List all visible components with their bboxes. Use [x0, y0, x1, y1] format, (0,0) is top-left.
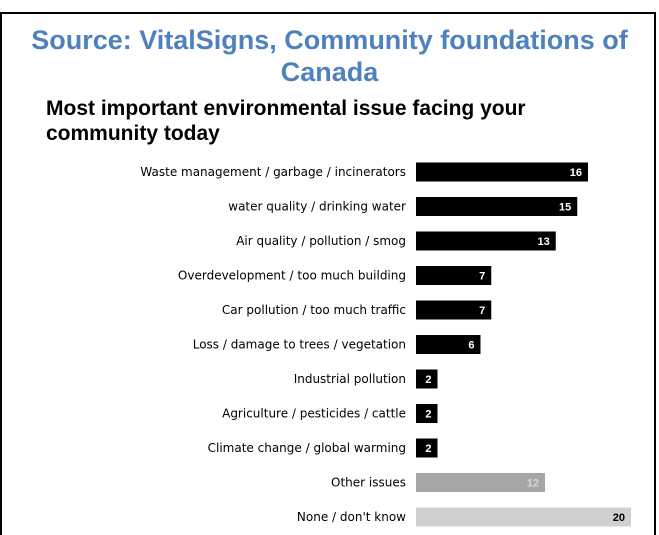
category-label: water quality / drinking water — [228, 200, 406, 214]
bar — [416, 335, 481, 354]
category-label: Car pollution / too much traffic — [222, 303, 406, 317]
value-label: 2 — [425, 374, 431, 386]
frame-left-edge — [0, 12, 2, 535]
bar — [416, 266, 492, 285]
value-label: 7 — [479, 305, 485, 317]
value-label: 12 — [527, 478, 539, 490]
source-caption: Source: VitalSigns, Community foundation… — [31, 25, 628, 87]
category-label: None / don't know — [297, 510, 406, 524]
value-label: 6 — [468, 340, 474, 352]
category-label: Waste management / garbage / incinerator… — [140, 165, 406, 179]
category-label: Loss / damage to trees / vegetation — [193, 338, 406, 352]
bar — [416, 231, 556, 251]
category-label: Air quality / pollution / smog — [236, 234, 406, 248]
bar — [416, 300, 492, 320]
category-label: Other issues — [331, 476, 406, 490]
value-label: 13 — [538, 236, 550, 248]
value-label: 7 — [479, 271, 485, 283]
value-label: 2 — [425, 409, 431, 421]
bar — [416, 369, 438, 389]
category-label: Overdevelopment / too much building — [178, 269, 406, 283]
category-label: Climate change / global warming — [208, 441, 406, 455]
value-label: 20 — [613, 512, 625, 524]
chart-title: Most important environmental issue facin… — [46, 97, 526, 145]
category-label: Agriculture / pesticides / cattle — [222, 407, 406, 421]
bar — [416, 197, 578, 216]
bar — [416, 507, 631, 527]
chart-frame — [0, 12, 656, 535]
value-label: 16 — [570, 167, 582, 179]
category-label: Industrial pollution — [294, 372, 406, 386]
value-label: 15 — [559, 202, 571, 214]
bar — [416, 162, 588, 182]
bar — [416, 473, 545, 492]
bar — [416, 404, 438, 423]
value-label: 2 — [425, 443, 431, 455]
bar — [416, 438, 438, 458]
